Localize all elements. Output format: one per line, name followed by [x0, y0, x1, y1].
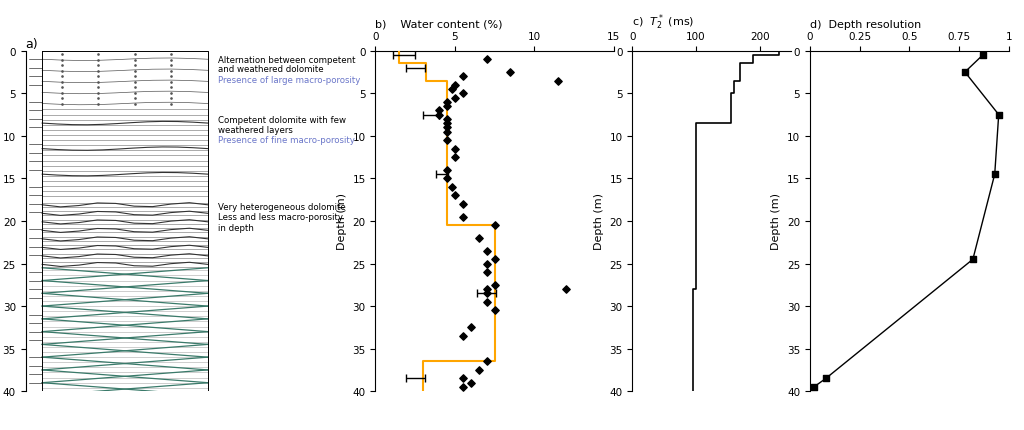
Point	[438, 120, 455, 127]
Point	[986, 171, 1002, 178]
Point	[478, 290, 495, 297]
Text: Presence of large macro-porosity: Presence of large macro-porosity	[218, 75, 360, 84]
Point	[438, 125, 455, 132]
Point	[443, 86, 460, 93]
Y-axis label: Depth (m): Depth (m)	[594, 193, 604, 250]
Point	[478, 248, 495, 255]
Point	[478, 299, 495, 306]
Point	[438, 167, 455, 174]
Text: in depth: in depth	[218, 223, 254, 232]
Text: Less and less macro-porosity: Less and less macro-porosity	[218, 213, 343, 222]
Point	[558, 286, 574, 293]
Y-axis label: Depth (m): Depth (m)	[337, 193, 347, 250]
Point	[486, 256, 503, 263]
Point	[478, 57, 495, 64]
Point	[455, 214, 471, 221]
Y-axis label: Depth (m): Depth (m)	[771, 193, 781, 250]
Point	[431, 108, 447, 114]
Point	[455, 375, 471, 382]
Text: weathered layers: weathered layers	[218, 126, 293, 135]
Point	[438, 99, 455, 106]
Point	[478, 286, 495, 293]
Point	[478, 261, 495, 267]
Point	[463, 379, 479, 386]
Point	[478, 269, 495, 276]
Point	[486, 222, 503, 229]
Text: a): a)	[26, 37, 38, 50]
Point	[438, 137, 455, 144]
Point	[443, 184, 460, 191]
Point	[446, 146, 463, 153]
Point	[550, 78, 566, 85]
Point	[975, 52, 991, 59]
Point	[438, 129, 455, 136]
Text: Competent dolomite with few: Competent dolomite with few	[218, 115, 346, 124]
Point	[503, 69, 519, 76]
Text: b)    Water content (%): b) Water content (%)	[376, 20, 503, 30]
Point	[455, 91, 471, 98]
Point	[463, 324, 479, 331]
Point	[455, 384, 471, 390]
Point	[956, 69, 973, 76]
Point	[455, 74, 471, 80]
Point	[446, 154, 463, 161]
Point	[486, 307, 503, 314]
Point	[470, 235, 486, 242]
Point	[478, 358, 495, 365]
Point	[455, 201, 471, 208]
Point	[438, 103, 455, 110]
Point	[446, 95, 463, 102]
Point	[446, 82, 463, 89]
Point	[446, 193, 463, 200]
Point	[438, 175, 455, 182]
Text: Presence of fine macro-porosity: Presence of fine macro-porosity	[218, 136, 354, 144]
Point	[486, 282, 503, 289]
Point	[438, 116, 455, 123]
Point	[431, 112, 447, 119]
Point	[990, 112, 1007, 119]
Point	[470, 367, 486, 374]
Text: Alternation between competent: Alternation between competent	[218, 56, 355, 65]
Text: c)  $T_2^*$ (ms): c) $T_2^*$ (ms)	[633, 12, 694, 32]
Text: and weathered dolomite: and weathered dolomite	[218, 65, 324, 74]
Point	[817, 375, 834, 382]
Point	[806, 384, 822, 390]
Text: Very heterogeneous dolomite: Very heterogeneous dolomite	[218, 203, 345, 212]
Point	[965, 256, 981, 263]
Text: d)  Depth resolution: d) Depth resolution	[810, 20, 922, 30]
Point	[455, 333, 471, 340]
